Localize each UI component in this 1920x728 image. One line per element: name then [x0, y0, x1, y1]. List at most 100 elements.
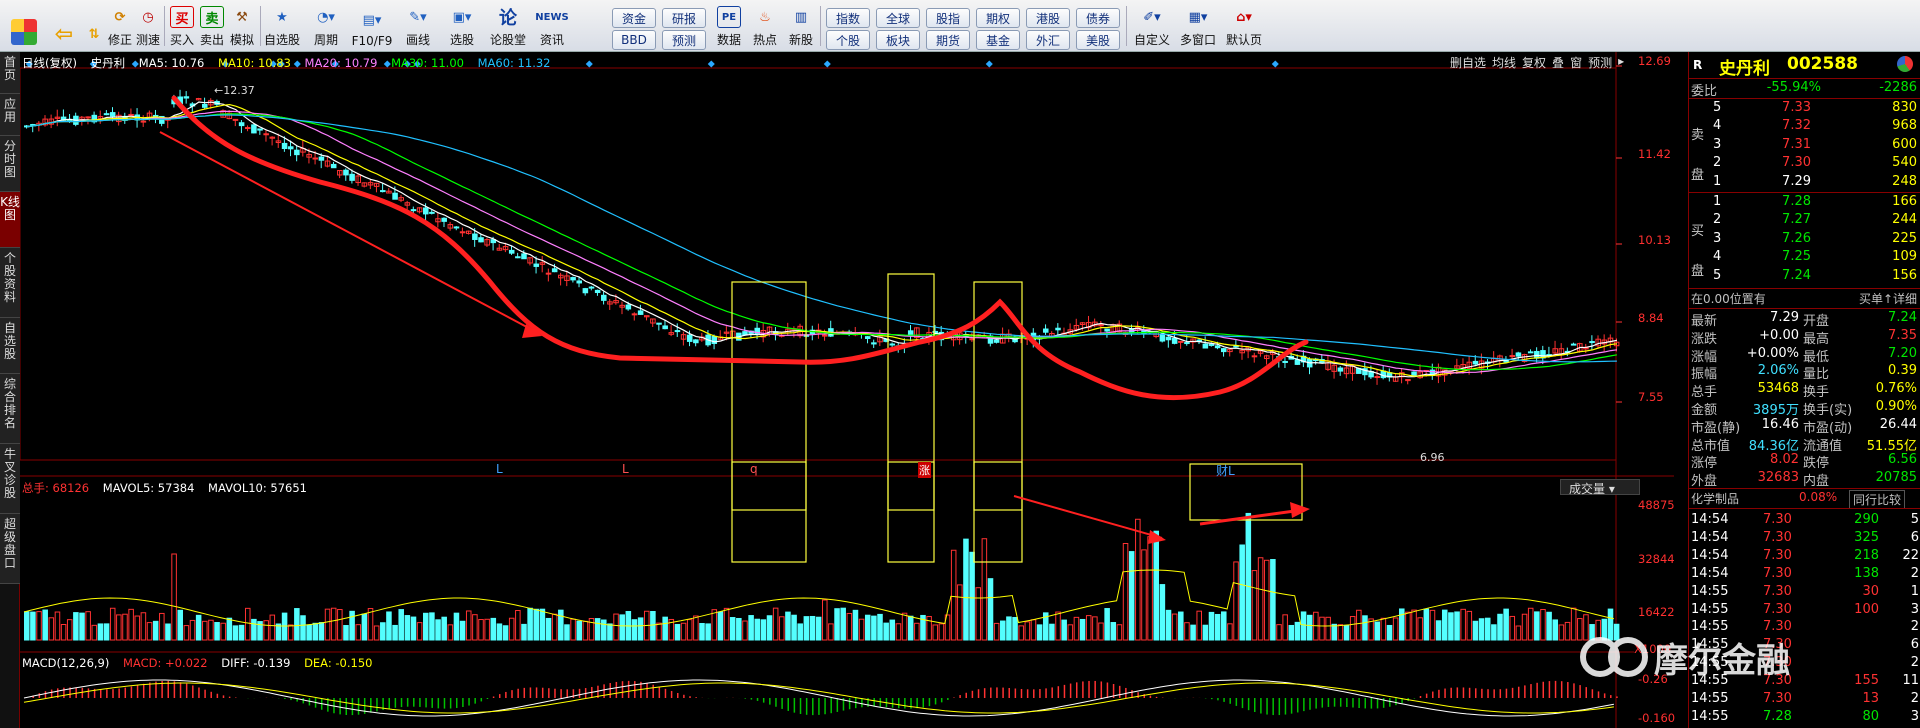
- trade-row: 14:54 7.30 218 22: [1691, 547, 1919, 563]
- toolbar-btn-custom[interactable]: ✐▾ 自定义: [1130, 2, 1174, 50]
- volume-bar: [521, 623, 527, 641]
- back-button[interactable]: ⇦: [48, 2, 80, 50]
- chart-btn-more[interactable]: ▸: [1618, 54, 1625, 68]
- tab-watchlist[interactable]: 自选股: [0, 318, 20, 374]
- volume-bar: [1386, 624, 1393, 641]
- tab-apps[interactable]: 应用: [0, 94, 20, 136]
- candle: [1552, 348, 1559, 354]
- page-up-down[interactable]: ⇅: [84, 2, 104, 50]
- detail-link[interactable]: 买单↑详细: [1858, 292, 1917, 306]
- volume-bar: [1331, 623, 1338, 641]
- event-mark-1[interactable]: L: [622, 462, 629, 476]
- toolbar-btn-forum[interactable]: 论论股堂: [489, 8, 526, 47]
- chart-btn-forecast[interactable]: 预测: [1588, 56, 1613, 70]
- grid-btn-0-1[interactable]: 研报: [662, 8, 706, 28]
- toolbar-btn-ipo[interactable]: ▥ 新股: [784, 2, 818, 50]
- volume-bar: [1251, 570, 1258, 641]
- peer-compare-button[interactable]: 同行比较: [1849, 490, 1906, 509]
- chart-btn-adjust[interactable]: 复权: [1522, 56, 1547, 70]
- grid-btn-1-3[interactable]: 板块: [876, 30, 920, 50]
- grid-btn-0-4[interactable]: 股指: [926, 8, 970, 28]
- toolbar-btn-f10[interactable]: ▤▾ F10/F9: [350, 2, 394, 50]
- grid-btn-0-6[interactable]: 港股: [1026, 8, 1070, 28]
- toolbar-btn-home[interactable]: ⌂▾ 默认页: [1222, 2, 1266, 50]
- tab-ranking[interactable]: 综合排名: [0, 374, 20, 444]
- grid-btn-0-0[interactable]: 资金: [612, 8, 656, 28]
- volume-bar: [1098, 622, 1104, 641]
- event-mark-3[interactable]: 涨: [918, 462, 931, 478]
- custom-icon: ✐▾: [1143, 9, 1161, 25]
- grid-btn-0-5[interactable]: 期权: [976, 8, 1020, 28]
- toolbar-btn-news[interactable]: NEWS 资讯: [532, 2, 572, 50]
- volume-bar: [1399, 608, 1405, 641]
- event-mark-2[interactable]: q: [750, 462, 758, 476]
- period-icon: ◔▾: [317, 9, 335, 25]
- chart-btn-overlay[interactable]: 叠: [1552, 56, 1565, 70]
- candle: [1405, 379, 1411, 382]
- toolbar-btn-0[interactable]: ⟳ 修正: [106, 2, 134, 50]
- chart-btn-remove-watch[interactable]: 删自选: [1450, 56, 1487, 70]
- volume-bar: [1497, 613, 1503, 641]
- candle: [1042, 328, 1049, 333]
- kline-chart-area[interactable]: 日线(复权) 史丹利 MA5: 10.76 MA10: 10.83 MA20: …: [20, 52, 1675, 728]
- volume-bar: [1509, 615, 1516, 641]
- candle: [202, 103, 208, 108]
- tab-super-board[interactable]: 超级盘口: [0, 514, 20, 584]
- candle: [97, 116, 104, 120]
- toolbar-btn-multiwin[interactable]: ▦▾ 多窗口: [1176, 2, 1220, 50]
- toolbar-btn-1[interactable]: ◷ 测速: [134, 2, 162, 50]
- watermark: 摩尔金融: [1578, 626, 1888, 688]
- pie-icon[interactable]: [1897, 56, 1913, 72]
- stat-row: 总手 53468 换手 0.76%: [1691, 381, 1917, 401]
- volume-bar: [30, 611, 36, 641]
- grid-btn-0-7[interactable]: 债券: [1076, 8, 1120, 28]
- volume-bar: [490, 617, 497, 641]
- grid-btn-1-1[interactable]: 预测: [662, 30, 706, 50]
- grid-btn-0-3[interactable]: 全球: [876, 8, 920, 28]
- indicator-selector[interactable]: 成交量 ▾: [1560, 479, 1640, 496]
- toolbar-btn-buy[interactable]: 买买入: [168, 2, 196, 50]
- toolbar-btn-hot[interactable]: ♨ 热点: [748, 2, 782, 50]
- annotation-arrow: [1013, 495, 1163, 539]
- toolbar-btn-sim[interactable]: ⚒ 模拟: [228, 2, 256, 50]
- toolbar-btn-draw[interactable]: ✎▾ 画线: [398, 2, 438, 50]
- volume-bar: [582, 620, 589, 641]
- grid-btn-1-4[interactable]: 期货: [926, 30, 970, 50]
- volume-bar: [699, 622, 705, 641]
- pe-icon: PE: [717, 6, 741, 28]
- tab-home[interactable]: 首页: [0, 52, 20, 94]
- chart-btn-window[interactable]: 窗: [1570, 56, 1583, 70]
- event-mark-0[interactable]: L: [496, 462, 503, 476]
- tab-kline[interactable]: K线图: [0, 192, 20, 248]
- volume-bar: [1184, 622, 1190, 641]
- stock-code: 002588: [1787, 54, 1858, 74]
- volume-bar: [1325, 616, 1331, 641]
- toolbar-btn-sell[interactable]: 卖卖出: [198, 2, 226, 50]
- grid-btn-1-2[interactable]: 个股: [826, 30, 870, 50]
- grid-btn-0-2[interactable]: 指数: [826, 8, 870, 28]
- candle: [1343, 367, 1350, 375]
- mavol5-label: MAVOL5: 57384: [102, 481, 195, 495]
- grid-btn-1-0[interactable]: BBD: [612, 30, 656, 50]
- candle: [637, 310, 644, 315]
- sector-name[interactable]: 化学制品: [1691, 492, 1740, 506]
- volume-bar: [797, 623, 803, 641]
- volume-bar: [1061, 619, 1067, 641]
- candle: [1184, 342, 1190, 345]
- grid-btn-1-5[interactable]: 基金: [976, 30, 1020, 50]
- grid-btn-1-7[interactable]: 美股: [1076, 30, 1120, 50]
- volume-bar: [146, 622, 153, 641]
- toolbar-btn-watchlist[interactable]: ★ 自选股: [262, 2, 302, 50]
- tab-profile[interactable]: 个股资料: [0, 248, 20, 318]
- event-mark-4[interactable]: 财L: [1216, 464, 1235, 478]
- toolbar-btn-select[interactable]: ▣▾ 选股: [442, 2, 482, 50]
- tab-intraday[interactable]: 分时图: [0, 136, 20, 192]
- chart-btn-ma[interactable]: 均线: [1492, 56, 1517, 70]
- vol-tick-1: 32844: [1638, 552, 1675, 566]
- volume-bar: [1036, 624, 1043, 641]
- toolbar-btn-period[interactable]: ◔▾ 周期: [306, 2, 346, 50]
- grid-btn-1-6[interactable]: 外汇: [1026, 30, 1070, 50]
- toolbar-btn-data[interactable]: PE 数据: [712, 2, 746, 50]
- app-logo-button[interactable]: [6, 2, 42, 50]
- tab-diagnosis[interactable]: 牛叉诊股: [0, 444, 20, 514]
